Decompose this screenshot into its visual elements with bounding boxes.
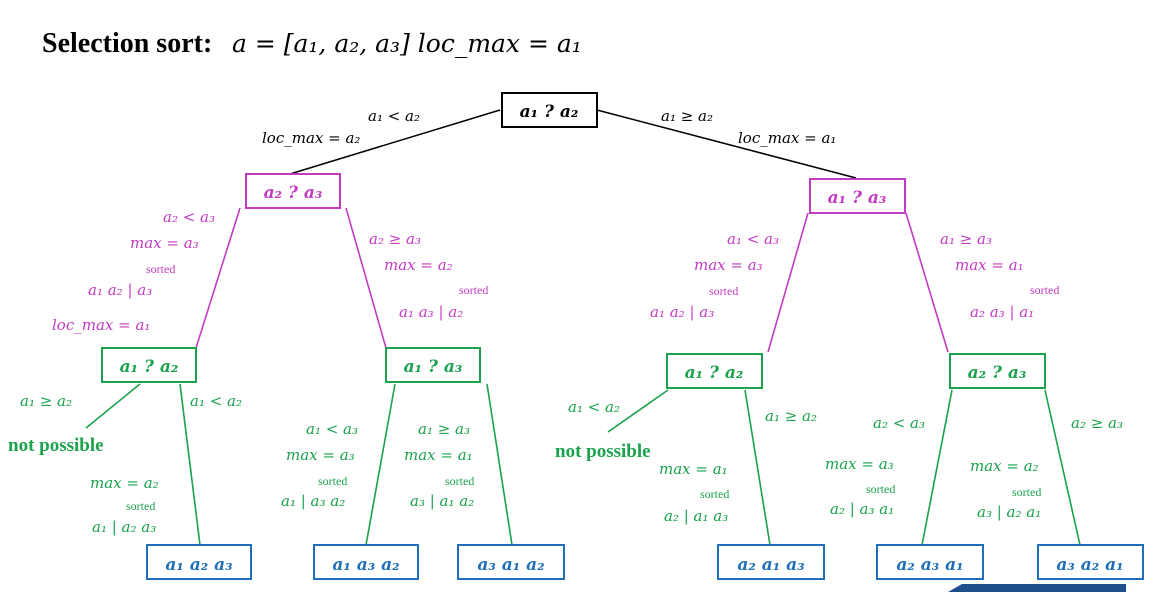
edge-label-rl-right-cond: a₁ ≥ a₂ (765, 407, 817, 425)
title-formula: a = [a₁, a₂, a₃] loc_max = a₁ (232, 29, 582, 58)
svg-text:a₂ a₁ a₃: a₂ a₁ a₃ (737, 555, 804, 575)
edge-label-lr-right-cond: a₁ ≥ a₃ (418, 420, 470, 438)
edge-label-right-right-cond: a₁ ≥ a₃ (940, 230, 992, 248)
node-root: a₁ ? a₂ (501, 92, 598, 128)
edge-label-left-right-max: max = a₂ (384, 256, 453, 274)
edge-label-lr-left-sorted: sorted (318, 474, 347, 488)
edge-rr-right (1044, 389, 1081, 546)
edge-label-ll-right-cond: a₁ < a₂ (190, 392, 242, 410)
svg-text:a₁ ? a₂: a₁ ? a₂ (520, 102, 579, 122)
edge-label-left-right-cond: a₂ ≥ a₃ (369, 230, 421, 248)
edge-label-rr-left-cond: a₂ < a₃ (873, 414, 925, 432)
edge-label-rr-left-sorted: sorted (866, 482, 895, 496)
edge-label-left-left-partition: a₁ a₂ | a₃ (88, 281, 152, 299)
edge-label-left-left-locmax: loc_max = a₁ (52, 316, 150, 334)
edge-label-left-left-sorted: sorted (146, 262, 175, 276)
edge-label-root-right-locmax: loc_max = a₁ (738, 129, 836, 147)
node-rr: a₂ ? a₃ (949, 353, 1046, 389)
node-left: a₂ ? a₃ (245, 173, 341, 209)
edge-label-rr-right-max: max = a₂ (970, 457, 1039, 475)
svg-text:a₃ a₁ a₂: a₃ a₁ a₂ (477, 555, 544, 575)
svg-text:a₁ ? a₂: a₁ ? a₂ (120, 357, 179, 377)
edge-label-left-right-sorted: sorted (459, 283, 488, 297)
edge-label-right-right-partition: a₂ a₃ | a₁ (970, 303, 1034, 321)
edge-lr-left (365, 383, 396, 546)
edge-label-lr-right-sorted: sorted (445, 474, 474, 488)
node-right: a₁ ? a₃ (809, 178, 906, 214)
svg-text:a₁ ? a₃: a₁ ? a₃ (404, 357, 463, 377)
edge-label-lr-left-partition: a₁ | a₃ a₂ (281, 492, 345, 510)
edge-label-rl-left-cond: a₁ < a₂ (568, 398, 620, 416)
svg-text:a₂ a₃ a₁: a₂ a₃ a₁ (896, 555, 963, 575)
edge-label-right-left-cond: a₁ < a₃ (727, 230, 779, 248)
edge-label-left-left-cond: a₂ < a₃ (163, 208, 215, 226)
edge-label-rl-right-partition: a₂ | a₁ a₃ (664, 507, 728, 525)
edge-label-right-left-partition: a₁ a₂ | a₃ (650, 303, 714, 321)
svg-text:a₁ ? a₂: a₁ ? a₂ (685, 363, 744, 383)
edge-ll-right (179, 383, 201, 546)
svg-text:a₃ a₂ a₁: a₃ a₂ a₁ (1056, 555, 1123, 575)
svg-text:a₂ ? a₃: a₂ ? a₃ (264, 183, 323, 203)
edge-rl-right (744, 389, 771, 546)
edge-label-lr-left-cond: a₁ < a₃ (306, 420, 358, 438)
title-label: Selection sort: (42, 28, 212, 59)
edge-right-right (905, 212, 949, 353)
not-possible-right: not possible (555, 441, 651, 462)
edge-left-left (195, 207, 241, 349)
leaf-5: a₂ a₃ a₁ (876, 544, 984, 580)
not-possible-left: not possible (8, 435, 104, 456)
edge-label-rl-right-sorted: sorted (700, 487, 729, 501)
edge-label-right-left-sorted: sorted (709, 284, 738, 298)
edge-label-ll-left-cond: a₁ ≥ a₂ (20, 392, 72, 410)
edge-label-right-right-sorted: sorted (1030, 283, 1059, 297)
edge-lr-right (486, 383, 513, 546)
edge-ll-left (85, 383, 141, 429)
edge-label-lr-right-partition: a₃ | a₁ a₂ (410, 492, 474, 510)
edge-label-lr-right-max: max = a₁ (404, 446, 473, 464)
node-lr: a₁ ? a₃ (385, 347, 481, 383)
edge-label-ll-right-sorted: sorted (126, 499, 155, 513)
edge-right-left (767, 212, 809, 353)
leaf-6: a₃ a₂ a₁ (1037, 544, 1144, 580)
svg-text:a₁ ? a₃: a₁ ? a₃ (828, 188, 887, 208)
edge-label-ll-right-max: max = a₂ (90, 474, 159, 492)
edge-label-rr-right-sorted: sorted (1012, 485, 1041, 499)
edge-label-rr-left-max: max = a₃ (825, 455, 894, 473)
edge-label-root-left-locmax: loc_max = a₂ (262, 129, 360, 147)
leaf-3: a₃ a₁ a₂ (457, 544, 565, 580)
edge-root-right (596, 109, 857, 179)
leaf-4: a₂ a₁ a₃ (717, 544, 825, 580)
edge-label-root-right-cond: a₁ ≥ a₂ (661, 107, 713, 125)
leaf-1: a₁ a₂ a₃ (146, 544, 252, 580)
edge-label-rl-right-max: max = a₁ (659, 460, 728, 478)
leaf-2: a₁ a₃ a₂ (313, 544, 419, 580)
svg-text:a₁ a₃ a₂: a₁ a₃ a₂ (332, 555, 399, 575)
edge-label-root-left-cond: a₁ < a₂ (368, 107, 420, 125)
svg-text:a₂ ? a₃: a₂ ? a₃ (968, 363, 1027, 383)
edge-rr-left (921, 389, 953, 546)
edge-label-rr-left-partition: a₂ | a₃ a₁ (830, 500, 894, 518)
edge-label-right-left-max: max = a₃ (694, 256, 763, 274)
edge-left-right (345, 207, 387, 349)
node-rl: a₁ ? a₂ (666, 353, 763, 389)
edge-label-lr-left-max: max = a₃ (286, 446, 355, 464)
footer-banner (948, 584, 1126, 592)
edge-label-rr-right-cond: a₂ ≥ a₃ (1071, 414, 1123, 432)
svg-text:a₁ a₂ a₃: a₁ a₂ a₃ (165, 555, 232, 575)
edge-label-left-right-partition: a₁ a₃ | a₂ (399, 303, 463, 321)
node-ll: a₁ ? a₂ (101, 347, 197, 383)
edge-root-left (289, 109, 501, 175)
edge-label-rr-right-partition: a₃ | a₂ a₁ (977, 503, 1041, 521)
edge-rl-left (607, 389, 669, 433)
edge-label-ll-right-partition: a₁ | a₂ a₃ (92, 518, 156, 536)
edge-label-right-right-max: max = a₁ (955, 256, 1024, 274)
edge-label-left-left-max: max = a₃ (130, 234, 199, 252)
